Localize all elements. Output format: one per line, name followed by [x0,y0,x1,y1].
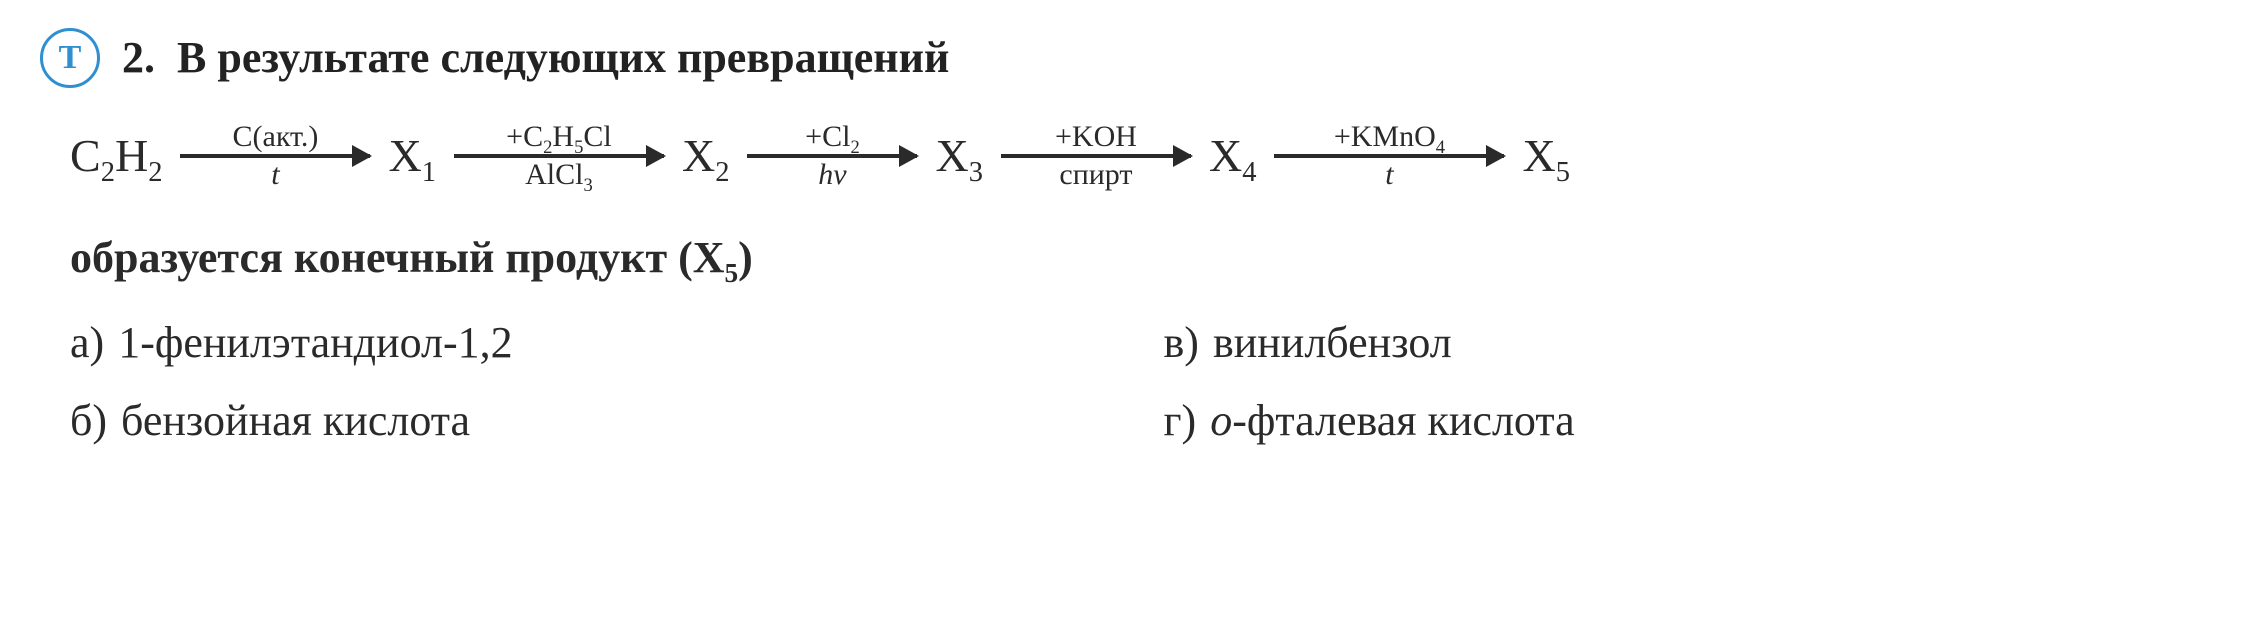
arrow-3-bottom: hν [818,160,846,190]
answer-text: винилбензол [1213,313,1452,372]
reaction-scheme: C2H2 С(акт.) t X1 +C2H5Cl AlCl3 X2 +Cl2 … [70,122,2197,190]
species-x1: X1 [388,125,436,187]
arrow-icon [180,154,370,158]
answer-key: б) [70,391,107,450]
arrow-3: +Cl2 hν [747,122,917,190]
question-number: 2. [122,28,155,87]
arrow-2: +C2H5Cl AlCl3 [454,122,664,190]
answer-a: а) 1-фенилэтандиол-1,2 [70,313,1104,372]
prompt-sub: 5 [725,258,739,288]
tag-icon: Т [40,28,100,88]
species-x4: X4 [1209,125,1257,187]
answer-key: г) [1164,391,1197,450]
answers-grid: а) 1-фенилэтандиол-1,2 в) винилбензол б)… [70,313,2197,450]
tag-icon-letter: Т [59,35,82,81]
arrow-5-top: +KMnO4 [1334,122,1445,152]
answer-v: в) винилбензол [1164,313,2198,372]
answer-key: а) [70,313,104,372]
question-heading: Т 2. В результате следующих превращений [40,28,2197,88]
arrow-1: С(акт.) t [180,122,370,190]
arrow-3-top: +Cl2 [805,122,860,152]
arrow-5: +KMnO4 t [1274,122,1504,190]
arrow-2-top: +C2H5Cl [506,122,612,152]
species-start: C2H2 [70,125,162,187]
arrow-5-bottom: t [1385,160,1393,190]
answer-g: г) о-фталевая кислота [1164,391,2198,450]
arrow-icon [454,154,664,158]
arrow-1-top: С(акт.) [233,122,319,152]
answer-text: 1-фенилэтандиол-1,2 [118,313,512,372]
prompt-before: образуется конечный продукт (X [70,233,725,282]
arrow-icon [1274,154,1504,158]
arrow-4-bottom: спирт [1059,160,1132,190]
question-title: В результате следующих превращений [177,28,949,87]
prompt-line: образуется конечный продукт (X5) [70,228,2197,287]
answer-text: о-фталевая кислота [1210,391,1574,450]
arrow-4-top: +KOH [1055,122,1137,152]
species-x2: X2 [682,125,730,187]
answer-key: в) [1164,313,1199,372]
answer-b: б) бензойная кислота [70,391,1104,450]
arrow-4: +KOH спирт [1001,122,1191,190]
arrow-1-bottom: t [271,160,279,190]
arrow-icon [747,154,917,158]
species-x5: X5 [1522,125,1570,187]
arrow-2-bottom: AlCl3 [525,160,593,190]
prompt-after: ) [738,233,753,282]
species-x3: X3 [935,125,983,187]
arrow-icon [1001,154,1191,158]
answer-text: бензойная кислота [121,391,470,450]
